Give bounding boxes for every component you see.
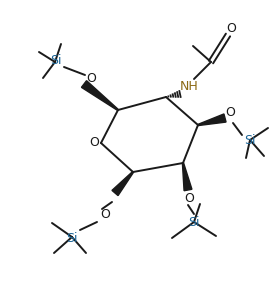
Text: NH: NH	[180, 79, 198, 92]
Polygon shape	[182, 163, 192, 191]
Text: Si: Si	[66, 232, 78, 245]
Text: O: O	[184, 192, 194, 204]
Text: O: O	[89, 137, 99, 149]
Text: Si: Si	[244, 134, 256, 147]
Text: Si: Si	[188, 217, 200, 230]
Text: O: O	[225, 107, 235, 120]
Text: O: O	[100, 209, 110, 221]
Text: Si: Si	[50, 54, 62, 67]
Text: O: O	[86, 71, 96, 84]
Polygon shape	[198, 114, 226, 126]
Polygon shape	[112, 172, 134, 196]
Text: O: O	[226, 22, 236, 35]
Polygon shape	[81, 81, 118, 111]
